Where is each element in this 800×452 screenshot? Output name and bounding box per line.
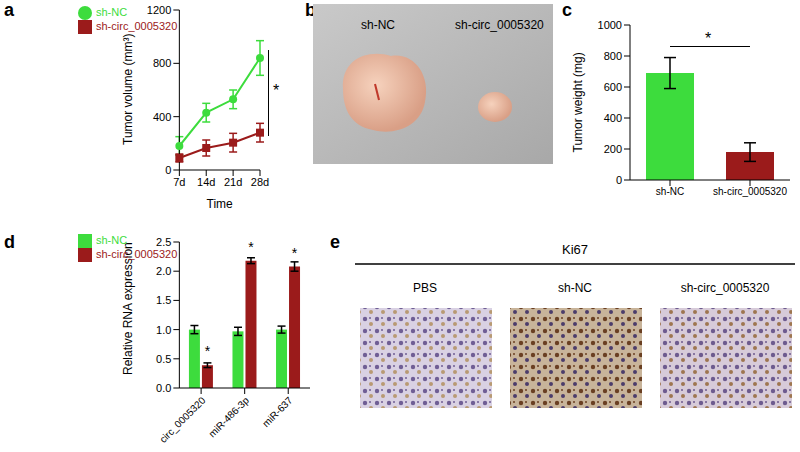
html-text:a: a [4,0,14,20]
svg-text:sh-NC: sh-NC [361,18,395,32]
html-text:sh-NC: sh-NC [96,6,128,18]
svg-text:600: 600 [604,81,622,93]
html-text:e: e [330,232,340,252]
svg-text:28d: 28d [251,176,269,188]
svg-text:1.0: 1.0 [156,324,171,336]
svg-text:miR-637: miR-637 [260,394,295,429]
svg-text:400: 400 [604,112,622,124]
html-text:sh-circ_0005320: sh-circ_0005320 [96,248,178,261]
svg-text:800: 800 [153,57,171,69]
svg-text:Tumor volume (mm³): Tumor volume (mm³) [121,33,135,145]
svg-text:1000: 1000 [598,19,622,31]
svg-text:*: * [205,343,211,359]
html-text:b: b [305,0,316,20]
svg-text:7d: 7d [173,176,185,188]
svg-text:PBS: PBS [413,281,437,295]
svg-text:sh-NC: sh-NC [656,186,684,197]
svg-text:2.0: 2.0 [156,265,171,277]
svg-text:sh-circ_0005320: sh-circ_0005320 [681,281,770,295]
svg-text:sh-circ_0005320: sh-circ_0005320 [455,18,544,32]
svg-text:200: 200 [604,143,622,155]
svg-text:0: 0 [165,164,171,176]
svg-text:1200: 1200 [147,4,171,16]
html-text:sh-NC: sh-NC [96,234,128,246]
svg-text:21d: 21d [224,176,242,188]
html-text:d: d [4,232,15,252]
svg-text:400: 400 [153,111,171,123]
svg-text:0: 0 [616,174,622,186]
svg-text:800: 800 [604,50,622,62]
svg-text:0.0: 0.0 [156,382,171,394]
svg-text:*: * [292,245,298,261]
svg-text:*: * [248,239,254,255]
svg-text:Time: Time [207,197,234,211]
svg-text:0.5: 0.5 [156,353,171,365]
svg-text:2.5: 2.5 [156,236,171,248]
svg-text:Relative RNA expression: Relative RNA expression [121,242,135,375]
svg-text:14d: 14d [197,176,215,188]
svg-text:Tumor weight (mg): Tumor weight (mg) [571,52,585,152]
svg-text:sh-NC: sh-NC [558,281,592,295]
svg-text:circ_0005320: circ_0005320 [157,394,208,445]
svg-text:sh-circ_0005320: sh-circ_0005320 [713,186,787,197]
html-text:sh-circ_0005320: sh-circ_0005320 [96,20,178,33]
svg-text:1.5: 1.5 [156,294,171,306]
svg-text:miR-486-3p: miR-486-3p [206,394,251,439]
svg-text:Ki67: Ki67 [562,242,588,257]
html-text:c: c [562,0,572,20]
